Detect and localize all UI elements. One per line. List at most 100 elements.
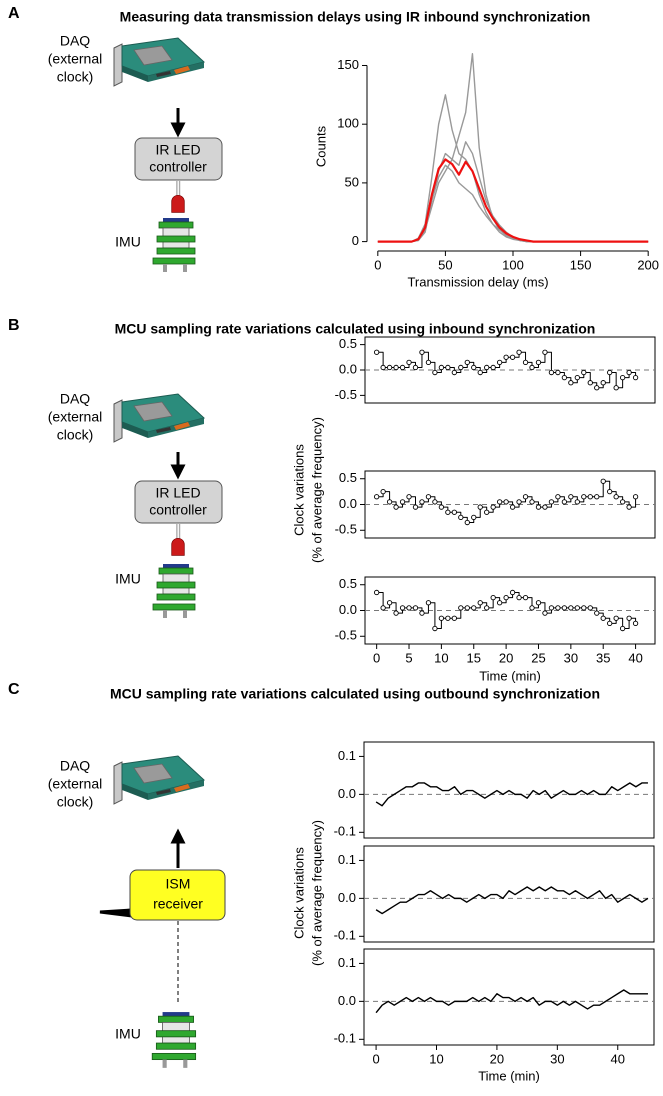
y-tick-label: 0.0 — [339, 496, 357, 511]
data-point — [374, 494, 380, 500]
y-tick-label: 0.0 — [338, 890, 356, 905]
y-tick-label: 0.5 — [339, 576, 357, 591]
data-point — [581, 605, 587, 611]
x-tick-label: 20 — [499, 650, 513, 665]
y-tick-label: -0.5 — [335, 387, 357, 402]
data-point — [464, 519, 470, 526]
data-point — [600, 615, 606, 621]
data-point — [542, 349, 548, 355]
x-tick-label: 0 — [372, 1051, 379, 1066]
data-point — [438, 504, 445, 510]
y-tick-label: -0.1 — [334, 928, 356, 943]
data-point — [484, 509, 490, 515]
daq-label: clock) — [57, 794, 94, 810]
data-point — [594, 385, 600, 391]
y-axis-label: Counts — [313, 125, 328, 167]
data-point — [626, 615, 632, 621]
data-point — [386, 600, 393, 606]
panel-letter: B — [8, 317, 20, 334]
data-point — [542, 504, 548, 510]
data-point — [380, 605, 386, 611]
data-point — [555, 494, 561, 500]
y-axis-label: (% of average frequency) — [309, 820, 324, 966]
data-point — [471, 364, 477, 371]
data-line — [375, 886, 649, 915]
data-point — [587, 494, 593, 500]
plot-frame — [363, 845, 655, 943]
data-point — [516, 499, 522, 505]
data-point — [632, 374, 639, 381]
data-point — [406, 494, 412, 500]
y-tick-label: 0.5 — [339, 336, 357, 351]
data-point — [432, 625, 438, 632]
data-point — [555, 369, 561, 376]
data-point — [438, 615, 445, 621]
data-point — [471, 605, 477, 611]
data-point — [477, 504, 483, 510]
device-label: receiver — [153, 896, 203, 912]
data-point — [425, 600, 432, 606]
x-axis-label: Time (min) — [479, 668, 541, 683]
data-point — [561, 374, 568, 381]
data-point — [374, 589, 380, 596]
data-point — [626, 504, 632, 510]
data-point — [587, 605, 593, 611]
data-point — [600, 380, 606, 386]
daq-label: (external — [48, 409, 102, 425]
data-point — [529, 605, 535, 611]
y-tick-label: 100 — [337, 116, 359, 131]
data-point — [568, 605, 574, 611]
data-point — [438, 364, 445, 371]
data-point — [613, 385, 619, 391]
y-axis-label: (% of average frequency) — [309, 417, 324, 563]
daq-label: (external — [48, 51, 102, 67]
daq-label: DAQ — [60, 33, 90, 49]
x-tick-label: 100 — [502, 257, 524, 272]
data-point — [607, 620, 613, 627]
data-point — [399, 364, 406, 371]
data-point — [425, 494, 432, 500]
data-point — [445, 509, 451, 515]
x-tick-label: 25 — [531, 650, 545, 665]
data-point — [451, 369, 457, 376]
data-point — [516, 349, 522, 355]
y-tick-label: 0.1 — [338, 852, 356, 867]
y-tick-label: -0.1 — [334, 1031, 356, 1046]
led-icon — [171, 523, 185, 556]
data-point — [503, 594, 509, 601]
y-axis-label: Clock variations — [291, 847, 306, 939]
y-tick-label: 50 — [345, 174, 359, 189]
data-point — [380, 488, 386, 495]
device-box — [129, 869, 226, 921]
data-point — [419, 349, 425, 355]
data-point — [529, 364, 535, 371]
imu-icon — [152, 563, 196, 619]
panel-letter: A — [8, 5, 20, 22]
data-point — [477, 369, 483, 376]
device-label: controller — [149, 159, 207, 175]
panel-letter: C — [8, 681, 20, 698]
daq-label: DAQ — [60, 758, 90, 774]
x-tick-label: 50 — [438, 257, 452, 272]
data-point — [380, 364, 386, 371]
data-point — [451, 615, 457, 621]
data-point — [484, 364, 490, 371]
data-point — [548, 605, 555, 611]
x-tick-label: 30 — [550, 1051, 564, 1066]
data-point — [522, 594, 529, 601]
x-tick-label: 35 — [596, 650, 610, 665]
data-point — [574, 374, 580, 381]
data-point — [594, 610, 600, 616]
data-point — [600, 478, 606, 484]
data-point — [632, 494, 639, 500]
x-tick-label: 0 — [373, 650, 380, 665]
device-label: ISM — [166, 876, 191, 892]
data-point — [386, 364, 393, 371]
data-line — [377, 141, 649, 243]
plot-frame — [363, 948, 655, 1046]
data-point — [632, 620, 639, 627]
data-point — [516, 594, 522, 601]
data-point — [581, 494, 587, 500]
daq-icon — [113, 37, 205, 87]
daq-label: clock) — [57, 69, 94, 85]
